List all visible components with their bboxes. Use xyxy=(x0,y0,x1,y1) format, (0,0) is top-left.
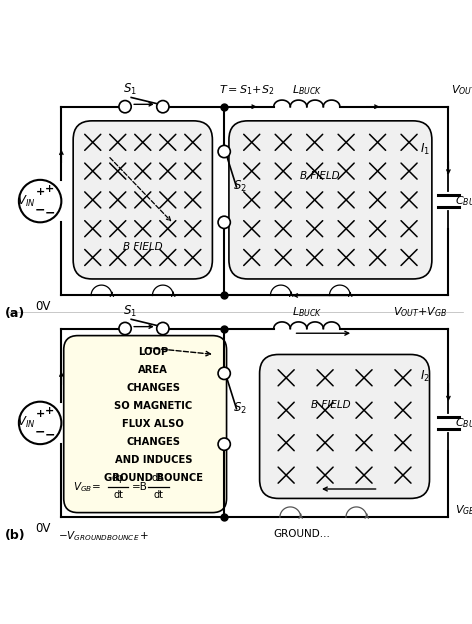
Text: $I_1$: $I_1$ xyxy=(420,142,430,157)
Text: B FIELD: B FIELD xyxy=(311,400,351,410)
Text: $V_{IN}$: $V_{IN}$ xyxy=(17,416,35,431)
Text: SO MAGNETIC: SO MAGNETIC xyxy=(114,401,193,411)
Circle shape xyxy=(218,367,230,379)
Circle shape xyxy=(157,100,169,113)
Text: −: − xyxy=(35,426,45,438)
Text: +: + xyxy=(45,184,54,194)
Text: LOOP: LOOP xyxy=(138,348,169,358)
Text: $S_2$: $S_2$ xyxy=(233,179,246,195)
Text: GROUND BOUNCE: GROUND BOUNCE xyxy=(104,473,203,483)
Text: −: − xyxy=(35,203,45,217)
Text: $C_{BUCK}$: $C_{BUCK}$ xyxy=(455,416,472,430)
Text: $T$$=$$S_1$$+$$S_2$: $T$$=$$S_1$$+$$S_2$ xyxy=(219,84,275,97)
Text: $V_{OUT}$: $V_{OUT}$ xyxy=(451,84,472,97)
Text: $L_{BUCK}$: $L_{BUCK}$ xyxy=(292,84,322,97)
Text: $V_{GB}$: $V_{GB}$ xyxy=(455,504,472,517)
FancyBboxPatch shape xyxy=(64,336,227,512)
Text: $V_{OUT}$$+$$V_{GB}$: $V_{OUT}$$+$$V_{GB}$ xyxy=(393,305,447,319)
Text: $-V_{GROUNDBOUNCE}+$: $-V_{GROUNDBOUNCE}+$ xyxy=(58,529,150,543)
Text: +: + xyxy=(35,409,45,419)
Text: −: − xyxy=(44,207,55,220)
Text: dφ: dφ xyxy=(112,473,124,483)
Text: CHANGES: CHANGES xyxy=(126,437,180,447)
Text: 0V: 0V xyxy=(35,522,50,535)
Circle shape xyxy=(119,100,131,113)
Text: $S_2$: $S_2$ xyxy=(233,401,246,416)
Circle shape xyxy=(119,323,131,334)
Text: 0V: 0V xyxy=(35,300,50,313)
FancyBboxPatch shape xyxy=(229,121,432,279)
Text: =B: =B xyxy=(132,482,148,492)
Text: $C_{BUCK}$: $C_{BUCK}$ xyxy=(455,194,472,208)
FancyBboxPatch shape xyxy=(260,354,430,499)
Circle shape xyxy=(218,145,230,158)
Text: (b): (b) xyxy=(5,529,25,542)
Text: $V_{IN}$: $V_{IN}$ xyxy=(17,193,35,208)
Text: $S_1$: $S_1$ xyxy=(123,304,137,319)
Text: $L_{BUCK}$: $L_{BUCK}$ xyxy=(292,305,322,319)
Text: dA: dA xyxy=(152,473,165,483)
Text: +: + xyxy=(35,187,45,197)
Text: CHANGES: CHANGES xyxy=(126,383,180,393)
Text: B FIELD: B FIELD xyxy=(301,171,340,181)
Circle shape xyxy=(157,323,169,334)
Text: dt: dt xyxy=(153,490,163,500)
Text: AND INDUCES: AND INDUCES xyxy=(115,455,192,465)
Text: +: + xyxy=(45,406,54,416)
Text: $I_2$: $I_2$ xyxy=(420,369,430,384)
Text: B FIELD: B FIELD xyxy=(123,242,162,252)
Text: $S_1$: $S_1$ xyxy=(123,82,137,97)
Text: −: − xyxy=(44,428,55,441)
Circle shape xyxy=(218,216,230,228)
Text: AREA: AREA xyxy=(138,365,168,375)
Circle shape xyxy=(218,438,230,451)
Text: $V_{GB}$=: $V_{GB}$= xyxy=(73,480,101,494)
Text: dt: dt xyxy=(113,490,123,500)
FancyBboxPatch shape xyxy=(73,121,212,279)
Text: FLUX ALSO: FLUX ALSO xyxy=(122,419,184,429)
Text: GROUND...: GROUND... xyxy=(274,529,330,539)
Text: (a): (a) xyxy=(5,307,25,320)
